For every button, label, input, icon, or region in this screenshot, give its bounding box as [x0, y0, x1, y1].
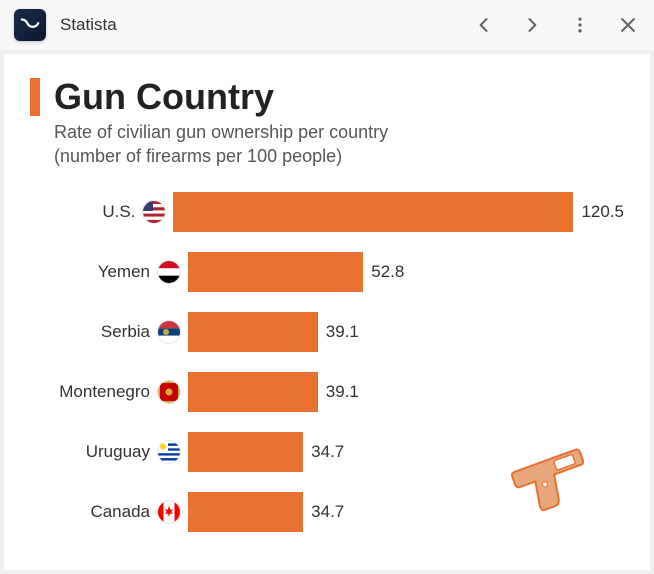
statista-logo	[14, 9, 46, 41]
title-row: Gun Country	[30, 78, 624, 116]
flag-icon	[158, 441, 180, 463]
bar-value: 52.8	[371, 262, 404, 282]
bar-value: 120.5	[581, 202, 624, 222]
subtitle-line2: (number of firearms per 100 people)	[54, 146, 342, 166]
bar-wrap: 52.8	[188, 252, 624, 292]
bar-value: 39.1	[326, 382, 359, 402]
bar-wrap: 120.5	[173, 192, 624, 232]
more-icon[interactable]	[568, 13, 592, 37]
bar	[188, 372, 318, 412]
bar-row: Montenegro 39.1	[30, 372, 624, 412]
flag-icon	[158, 501, 180, 523]
bar-wrap: 39.1	[188, 312, 624, 352]
flag-icon	[158, 321, 180, 343]
country-label: Montenegro	[30, 382, 150, 402]
brand-label: Statista	[60, 15, 472, 35]
bar	[188, 252, 363, 292]
app-header: Statista	[0, 0, 654, 50]
bar	[188, 432, 303, 472]
chart-card: Gun Country Rate of civilian gun ownersh…	[4, 54, 650, 570]
bar-value: 34.7	[311, 502, 344, 522]
bar-row: U.S. 120.5	[30, 192, 624, 232]
flag-icon	[158, 261, 180, 283]
country-label: Canada	[30, 502, 150, 522]
bar-wrap: 39.1	[188, 372, 624, 412]
bar-value: 34.7	[311, 442, 344, 462]
country-label: Uruguay	[30, 442, 150, 462]
chart-subtitle: Rate of civilian gun ownership per count…	[54, 120, 624, 169]
flag-icon	[143, 201, 165, 223]
subtitle-line1: Rate of civilian gun ownership per count…	[54, 122, 388, 142]
bar-row: Yemen 52.8	[30, 252, 624, 292]
prev-icon[interactable]	[472, 13, 496, 37]
bar-row: Serbia 39.1	[30, 312, 624, 352]
header-actions	[472, 13, 640, 37]
close-icon[interactable]	[616, 13, 640, 37]
bar	[173, 192, 573, 232]
country-label: U.S.	[30, 202, 135, 222]
bar-value: 39.1	[326, 322, 359, 342]
gun-illustration	[500, 430, 600, 520]
bar	[188, 312, 318, 352]
title-accent	[30, 78, 40, 116]
country-label: Yemen	[30, 262, 150, 282]
chart-title: Gun Country	[54, 78, 274, 116]
flag-icon	[158, 381, 180, 403]
next-icon[interactable]	[520, 13, 544, 37]
bar	[188, 492, 303, 532]
country-label: Serbia	[30, 322, 150, 342]
